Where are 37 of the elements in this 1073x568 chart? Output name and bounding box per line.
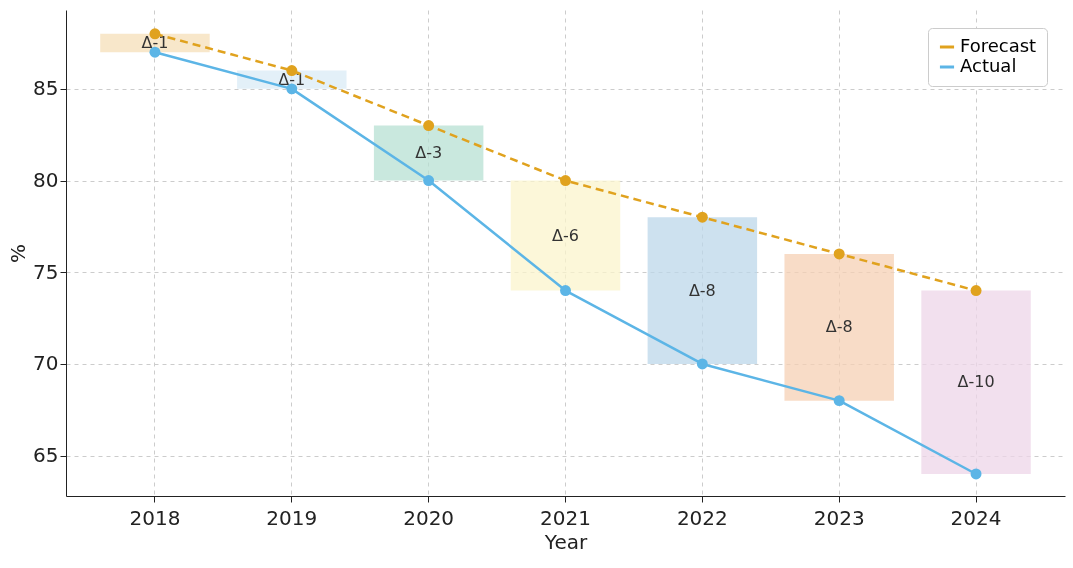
x-tick-label: 2018 (129, 505, 181, 530)
x-tick-label: 2021 (540, 505, 591, 530)
data-label: Δ-1 (141, 33, 169, 53)
x-tick-label: 2020 (403, 505, 455, 530)
y-tick-label: 75 (33, 259, 59, 284)
bar (921, 290, 1031, 474)
y-axis-title: % (6, 243, 31, 264)
point (696, 211, 708, 223)
bar (647, 217, 758, 364)
point (423, 120, 435, 132)
legend-label: Forecast (960, 35, 1037, 56)
y-tick-label: 65 (33, 443, 59, 468)
y-tick-label: 80 (33, 168, 59, 193)
point (970, 468, 982, 480)
point (696, 358, 708, 370)
x-tick-label: 2022 (676, 505, 728, 530)
point (833, 395, 845, 407)
x-tick-label: 2019 (266, 505, 318, 530)
x-axis-title: Year (543, 529, 588, 554)
point (560, 285, 571, 297)
bar (510, 180, 621, 291)
data-label: Δ-3 (415, 143, 443, 163)
data-label: Δ-8 (825, 317, 853, 337)
point (833, 248, 845, 260)
point (970, 285, 982, 297)
y-tick-label: 85 (33, 76, 59, 101)
y-tick-label: 70 (33, 351, 59, 376)
data-label: Δ-10 (957, 372, 995, 392)
x-tick-label: 2023 (813, 505, 865, 530)
bar (784, 253, 894, 401)
data-label: Δ-6 (552, 225, 579, 245)
point (560, 175, 571, 187)
data-label: Δ-8 (688, 280, 716, 300)
legend-label: Actual (960, 55, 1017, 76)
point (423, 175, 435, 187)
x-tick-label: 2024 (950, 505, 1002, 530)
bar (373, 125, 484, 181)
